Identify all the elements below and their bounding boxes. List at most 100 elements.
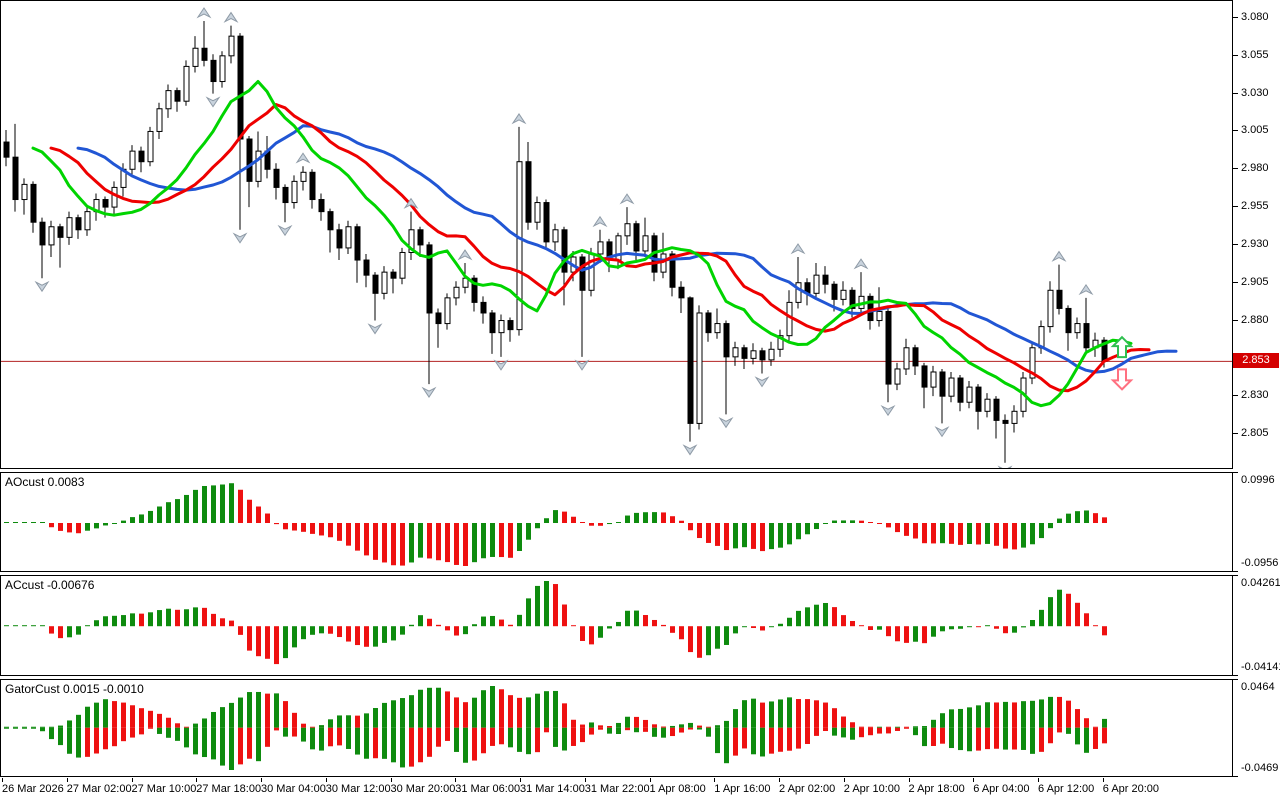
histogram-bar [112,615,117,627]
candle-body [975,386,982,412]
candle-body [678,286,685,299]
candle-body [633,223,640,252]
gator-lower-bar [958,727,963,751]
ac-histogram-canvas[interactable] [1,576,1232,675]
price-axis[interactable]: 2.853 3.080 3.055 3.030 3.005 2.980 2.955 2.93… [1233,0,1280,800]
candle-body [1056,289,1063,309]
fractal-down-icon [718,417,734,429]
ao-histogram-canvas[interactable] [1,473,1232,571]
price-tick-label: 2.880 [1241,313,1269,326]
gator-upper-bar [841,716,846,728]
candle-body [210,59,217,83]
histogram-bar [382,626,387,643]
gator-lower-bar [346,727,351,749]
gator-lower-bar [562,727,567,751]
price-axis-tick [1233,472,1238,473]
gator-lower-bar [1048,727,1053,744]
fractal-down-icon [754,376,770,388]
main-price-panel[interactable] [0,0,1233,469]
histogram-bar [463,523,468,566]
price-axis-tick [1233,130,1238,132]
gator-lower-bar [463,727,468,763]
gator-upper-bar [1093,726,1098,728]
histogram-bar [409,523,414,563]
candle-body [165,90,172,110]
gator-upper-bar [607,726,612,728]
histogram-bar [157,610,162,627]
gator-upper-bar [319,725,324,728]
histogram-bar [328,626,333,634]
candle-body [552,229,559,243]
histogram-bar [445,626,450,631]
candle-body [318,199,325,213]
histogram-bar [319,523,324,536]
fractal-down-icon [493,359,509,371]
gator-upper-bar [598,725,603,728]
gator-upper-bar [193,723,198,728]
gator-lower-bar [490,727,495,746]
histogram-bar [994,523,999,546]
ac-indicator-panel[interactable]: ACcust -0.00676 [0,575,1233,676]
histogram-bar [76,523,81,534]
price-tick-label: -0.0469 [1241,762,1279,774]
histogram-bar [661,624,666,627]
fractal-up-icon [295,152,311,164]
gator-upper-bar [616,722,621,728]
histogram-bar [778,623,783,627]
candle-body [669,253,676,288]
histogram-bar [652,619,657,627]
histogram-bar [481,523,486,559]
gator-upper-bar [328,719,333,728]
gator-histogram-canvas[interactable] [1,680,1232,776]
fractal-down-icon [574,359,590,371]
histogram-bar [931,523,936,544]
price-tick-label: 0.04261 [1241,577,1280,589]
gator-upper-bar [1039,699,1044,728]
histogram-bar [256,626,261,657]
histogram-bar [67,626,72,638]
histogram-bar [292,626,297,648]
histogram-bar [706,626,711,656]
fractal-up-icon [511,113,527,125]
histogram-bar [805,607,810,627]
gator-upper-bar [292,712,297,728]
ao-indicator-panel[interactable]: AOcust 0.0083 [0,472,1233,572]
time-label: 1 Apr 16:00 [714,783,771,795]
histogram-bar [211,485,216,524]
histogram-bar [139,613,144,627]
gator-lower-bar [103,727,108,750]
gator-lower-bar [832,727,837,736]
gator-lower-bar [607,727,612,734]
histogram-bar [1039,523,1044,539]
price-tick-label: 2.930 [1241,237,1269,250]
gator-upper-bar [310,726,315,728]
signal-arrow-down-icon [1110,368,1134,391]
histogram-bar [985,625,990,627]
gator-upper-bar [436,687,441,728]
candle-body [1047,289,1054,328]
histogram-bar [886,523,891,528]
gator-lower-bar [391,727,396,763]
candle-body [48,226,55,246]
histogram-bar [688,523,693,531]
gator-lower-bar [1084,727,1089,753]
gator-upper-bar [382,702,387,728]
price-chart-canvas[interactable] [1,1,1232,468]
candle-body [66,217,73,238]
time-axis-tick [908,778,910,782]
gator-indicator-panel[interactable]: GatorCust 0.0015 -0.0010 [0,679,1233,777]
time-label: 2 Apr 10:00 [843,783,901,795]
candle-body [345,226,352,249]
time-label: 2 Apr 18:00 [908,783,965,795]
gator-upper-bar [418,689,423,728]
gator-lower-bar [1030,727,1035,754]
gator-upper-bar [67,720,72,728]
time-axis[interactable]: 26 Mar 2026 27 Mar 02:00 27 Mar 10:00 27 Ma… [0,778,1233,800]
histogram-bar [346,626,351,642]
candle-body [921,365,928,388]
histogram-bar [67,523,72,533]
time-label: 27 Mar 18:00 [196,783,262,795]
candle-body [507,320,514,331]
time-label: 30 Mar 20:00 [390,783,456,795]
histogram-bar [373,626,378,647]
